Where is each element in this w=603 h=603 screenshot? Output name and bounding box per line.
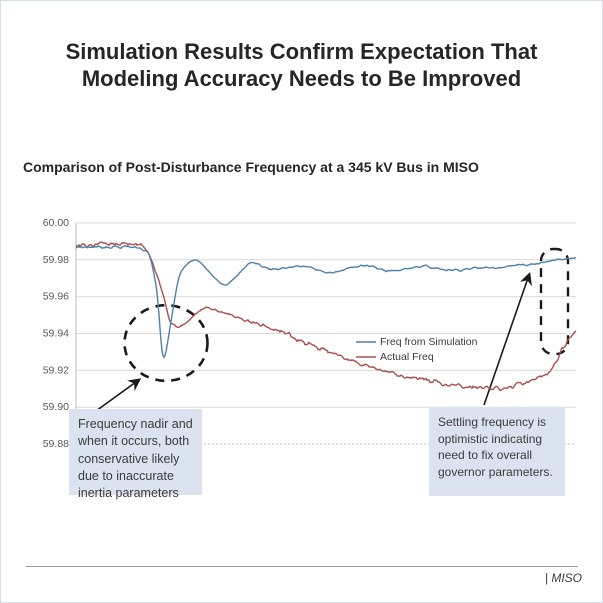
svg-text:60.00: 60.00	[43, 217, 69, 229]
svg-text:59.90: 59.90	[43, 401, 69, 413]
svg-text:59.88: 59.88	[43, 438, 69, 450]
svg-text:59.96: 59.96	[43, 291, 69, 303]
svg-text:Freq from Simulation: Freq from Simulation	[380, 336, 478, 348]
svg-text:59.94: 59.94	[43, 328, 69, 340]
svg-text:59.92: 59.92	[43, 364, 69, 376]
svg-text:Actual Freq: Actual Freq	[380, 351, 434, 363]
svg-text:59.98: 59.98	[43, 254, 69, 266]
